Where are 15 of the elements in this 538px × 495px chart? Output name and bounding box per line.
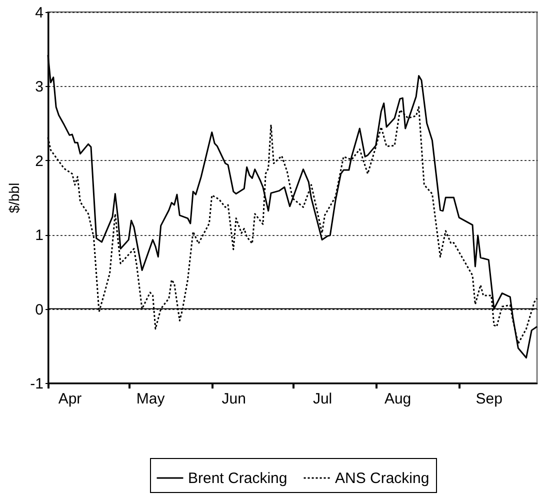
- y-tick-label: 0: [35, 301, 44, 318]
- y-tick-label: -1: [30, 376, 44, 392]
- legend-label: Brent Cracking: [188, 470, 288, 487]
- y-tick-label: 2: [35, 152, 44, 170]
- legend-label: ANS Cracking: [335, 470, 430, 487]
- x-tick-label: Jun: [222, 390, 246, 408]
- y-tick-label: 4: [35, 4, 44, 22]
- y-tick-label: 3: [35, 78, 44, 96]
- y-axis-title: $/bbl: [6, 182, 22, 214]
- x-tick-label: Aug: [384, 390, 412, 408]
- x-tick-label: May: [136, 390, 166, 408]
- x-tick-label: Apr: [58, 390, 82, 408]
- y-tick-label: 1: [35, 227, 44, 244]
- x-tick-label: Jul: [312, 390, 332, 408]
- x-tick-label: Sep: [476, 390, 502, 408]
